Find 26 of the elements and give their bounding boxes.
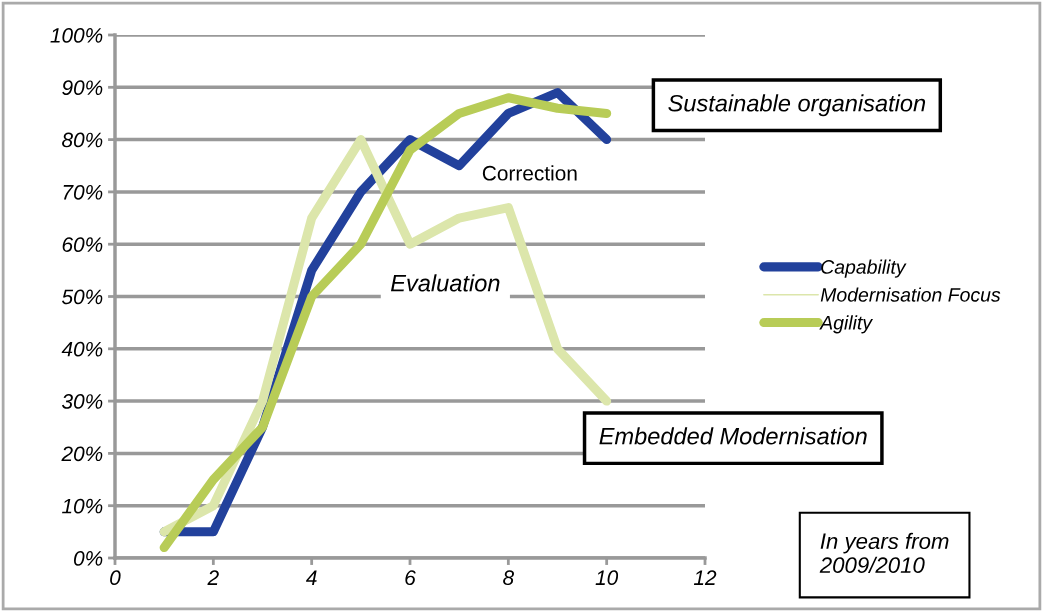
x-tick-label: 8 (503, 570, 515, 586)
y-tick-label: 40% (61, 341, 103, 357)
annotation: Correction (482, 165, 577, 181)
x-tick-label: 12 (693, 570, 717, 585)
x-tick-label: 10 (595, 570, 619, 586)
annotation: Sustainable organisation (668, 94, 926, 117)
x-tick-label: 2 (207, 570, 219, 585)
text: In years from 2009/2010 (819, 532, 949, 574)
y-tick-label: 0% (73, 551, 103, 566)
annotation: Embedded Modernisation (599, 427, 867, 445)
y-tick-label: 10% (62, 498, 103, 514)
x-tick-label: 6 (405, 570, 416, 586)
legend-label: Modernisation Focus (820, 287, 1001, 302)
y-tick-label: 90% (62, 80, 103, 96)
legend-label: Capability (821, 259, 907, 278)
y-tick-label: 20% (61, 446, 103, 462)
annotation: Evaluation (390, 274, 500, 292)
y-tick-label: 80% (62, 132, 103, 148)
x-tick-label: 0 (110, 570, 121, 586)
legend-label: Agility (819, 315, 874, 334)
y-tick-label: 70% (63, 184, 103, 200)
y-tick-label: 30% (61, 394, 103, 409)
y-tick-label: 100% (50, 28, 103, 43)
y-tick-label: 60% (62, 237, 103, 252)
y-tick-label: 50% (61, 289, 103, 305)
x-tick-label: 4 (306, 570, 317, 585)
